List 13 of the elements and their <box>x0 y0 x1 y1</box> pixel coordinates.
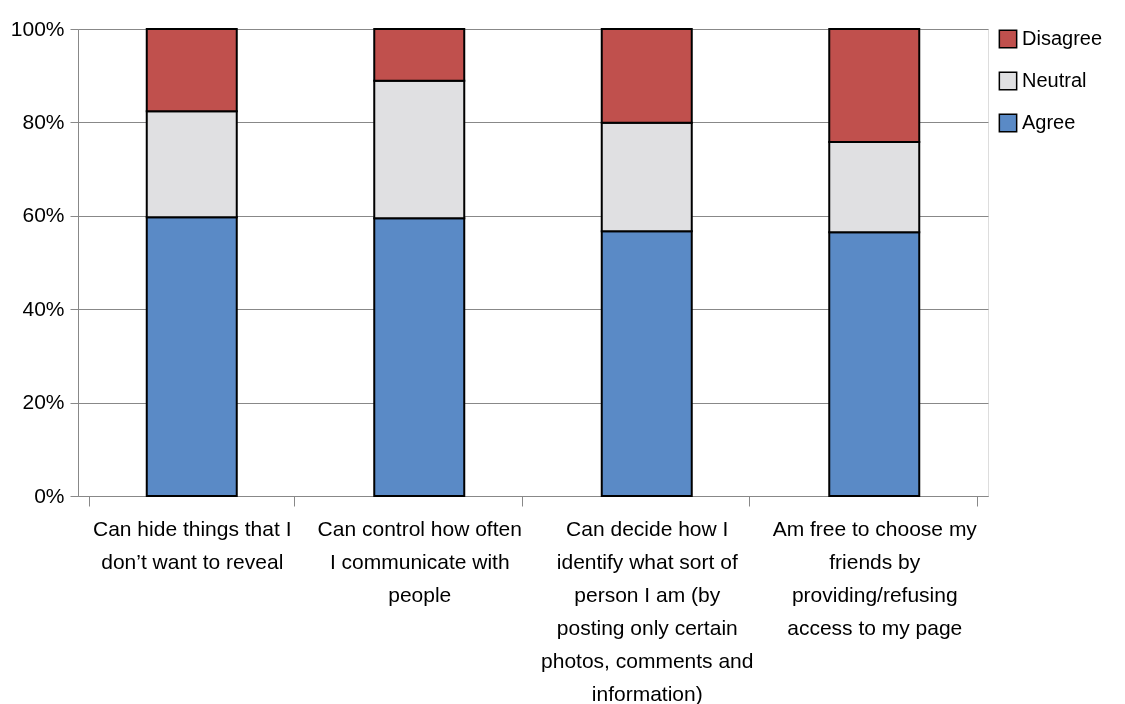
x-tick-label: Can decide how I identify what sort of person I am (by posting only certain photos, comments and information) <box>541 516 754 704</box>
x-tick-label: Can control how often I communicate with people <box>317 516 522 606</box>
y-tick-label: 0% <box>34 483 65 507</box>
y-tick-label: 80% <box>22 109 65 133</box>
y-tick-label: 60% <box>22 203 65 227</box>
x-tick-label: Can hide things that I don’t want to reveal <box>93 516 292 573</box>
legend-label: Neutral <box>1022 69 1087 91</box>
y-tick-label: 100% <box>10 16 65 40</box>
y-tick-label: 20% <box>22 390 65 414</box>
legend-label: Agree <box>1022 111 1076 133</box>
x-tick-label: Am free to choose my friends by providing/refusing access to my page <box>772 516 978 639</box>
legend-label: Disagree <box>1022 27 1103 49</box>
y-tick-label: 40% <box>22 296 65 320</box>
